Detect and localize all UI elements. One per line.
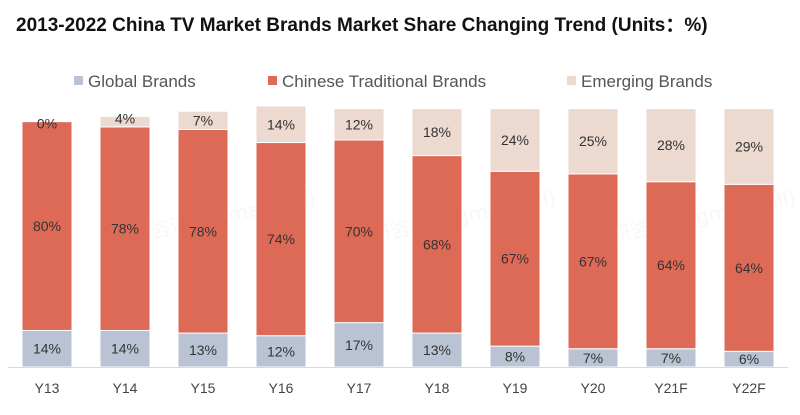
data-label-emerging-brands-y21f: 28%	[657, 137, 685, 153]
data-label-emerging-brands-y16: 14%	[267, 116, 295, 132]
bar-emerging-brands-y18	[411, 108, 463, 157]
legend-label-chinese-traditional-brands: Chinese Traditional Brands	[282, 72, 486, 91]
data-label-emerging-brands-y19: 24%	[501, 132, 529, 148]
legend-swatch-global-brands	[74, 76, 83, 85]
data-label-global-brands-y18: 13%	[423, 342, 451, 358]
x-tick-label-y19: Y19	[503, 380, 528, 396]
data-label-chinese-traditional-brands-y22f: 64%	[735, 260, 763, 276]
bar-emerging-brands-y16	[255, 105, 307, 144]
data-label-chinese-traditional-brands-y21f: 64%	[657, 257, 685, 273]
data-label-chinese-traditional-brands-y18: 68%	[423, 236, 451, 252]
legend-swatch-chinese-traditional-brands	[268, 76, 277, 85]
bar-chinese-traditional-brands-y16	[255, 142, 307, 337]
bar-chinese-traditional-brands-y21f	[645, 181, 697, 350]
bar-chinese-traditional-brands-y22f	[723, 183, 775, 352]
data-label-global-brands-y22f: 6%	[739, 351, 759, 367]
x-tick-label-y21f: Y21F	[654, 380, 687, 396]
bar-chinese-traditional-brands-y17	[333, 139, 385, 324]
legend-label-emerging-brands: Emerging Brands	[581, 72, 712, 91]
bar-global-brands-y17	[333, 322, 385, 368]
legend-swatch-emerging-brands	[567, 76, 576, 85]
bar-chinese-traditional-brands-y18	[411, 155, 463, 334]
data-label-chinese-traditional-brands-y15: 78%	[189, 223, 217, 239]
bar-emerging-brands-y15	[177, 110, 229, 130]
chart-title: 2013-2022 China TV Market Brands Market …	[16, 15, 708, 36]
data-label-emerging-brands-y17: 12%	[345, 116, 373, 132]
data-label-emerging-brands-y18: 18%	[423, 124, 451, 140]
data-label-chinese-traditional-brands-y14: 78%	[111, 221, 139, 237]
data-label-global-brands-y16: 12%	[267, 343, 295, 359]
bar-emerging-brands-y20	[567, 108, 619, 175]
data-label-emerging-brands-y14: 4%	[115, 110, 135, 126]
data-label-emerging-brands-y13: 0%	[37, 116, 57, 132]
data-label-emerging-brands-y15: 7%	[193, 112, 213, 128]
x-tick-label-y16: Y16	[269, 380, 294, 396]
data-label-chinese-traditional-brands-y17: 70%	[345, 223, 373, 239]
x-tick-label-y14: Y14	[113, 380, 138, 396]
bar-emerging-brands-y14	[99, 115, 151, 128]
x-axis: Y13 Y14 Y15 Y16 Y17 Y18 Y19 Y20 Y21F Y22F	[8, 367, 788, 396]
bars-layer	[21, 105, 775, 368]
bar-chinese-traditional-brands-y19	[489, 170, 541, 347]
bar-emerging-brands-y17	[333, 108, 385, 141]
bar-emerging-brands-y22f	[723, 108, 775, 185]
data-label-global-brands-y17: 17%	[345, 337, 373, 353]
legend-label-global-brands: Global Brands	[88, 72, 196, 91]
bar-emerging-brands-y21f	[645, 108, 697, 183]
bar-global-brands-y13	[21, 329, 73, 368]
bar-chinese-traditional-brands-y20	[567, 173, 619, 350]
x-tick-label-y15: Y15	[191, 380, 216, 396]
data-label-global-brands-y13: 14%	[33, 341, 61, 357]
data-label-chinese-traditional-brands-y13: 80%	[33, 218, 61, 234]
data-label-emerging-brands-y20: 25%	[579, 133, 607, 149]
data-label-chinese-traditional-brands-y16: 74%	[267, 231, 295, 247]
data-label-chinese-traditional-brands-y20: 67%	[579, 253, 607, 269]
bar-emerging-brands-y19	[489, 108, 541, 172]
legend: Global Brands Chinese Traditional Brands E…	[74, 72, 712, 91]
data-label-chinese-traditional-brands-y19: 67%	[501, 251, 529, 267]
x-tick-label-y22f: Y22F	[732, 380, 765, 396]
bar-chinese-traditional-brands-y13	[21, 121, 73, 331]
x-tick-label-y20: Y20	[581, 380, 606, 396]
x-tick-label-y13: Y13	[35, 380, 60, 396]
data-labels-layer: 14% 80% 0% 14% 78% 4% 13% 78% 7% 12% 74% 14% 17% 70% 1…	[33, 110, 763, 367]
bar-chinese-traditional-brands-y14	[99, 126, 151, 331]
data-label-global-brands-y20: 7%	[583, 350, 603, 366]
x-tick-label-y17: Y17	[347, 380, 372, 396]
data-label-global-brands-y15: 13%	[189, 342, 217, 358]
data-label-global-brands-y21f: 7%	[661, 350, 681, 366]
x-tick-label-y18: Y18	[425, 380, 450, 396]
data-label-emerging-brands-y22f: 29%	[735, 138, 763, 154]
data-label-global-brands-y19: 8%	[505, 349, 525, 365]
data-label-global-brands-y14: 14%	[111, 341, 139, 357]
